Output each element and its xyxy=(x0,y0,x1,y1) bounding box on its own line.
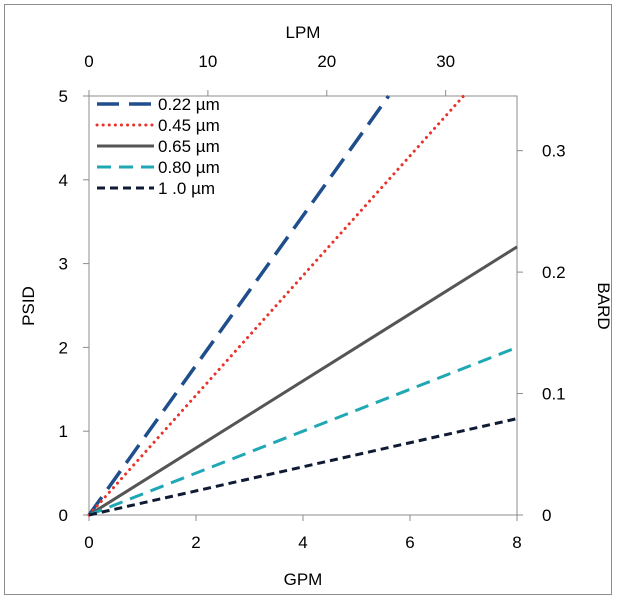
legend-label: 0.22 µm xyxy=(158,95,220,114)
legend-label: 0.65 µm xyxy=(158,137,220,156)
legend-label: 0.80 µm xyxy=(158,158,220,177)
x2-tick-label: 10 xyxy=(198,52,217,71)
x2-tick-label: 30 xyxy=(436,52,455,71)
x-tick-label: 2 xyxy=(191,533,200,552)
y2-tick-label: 0.1 xyxy=(542,385,566,404)
plot-area xyxy=(88,95,518,516)
y-tick-label: 5 xyxy=(59,87,68,106)
y-tick-label: 4 xyxy=(59,171,68,190)
series-line xyxy=(87,94,391,517)
y-tick-label: 1 xyxy=(59,422,68,441)
series-line xyxy=(88,346,518,517)
series-line xyxy=(88,245,518,517)
x2-axis-title: LPM xyxy=(286,23,321,42)
y2-tick-label: 0 xyxy=(542,506,551,525)
x2-tick-label: 0 xyxy=(84,52,93,71)
y2-tick-label: 0.2 xyxy=(542,263,566,282)
series-line xyxy=(88,417,518,517)
x-tick-label: 6 xyxy=(405,533,414,552)
y-tick-label: 2 xyxy=(59,338,68,357)
legend-label: 1 .0 µm xyxy=(158,179,215,198)
x-tick-label: 0 xyxy=(84,533,93,552)
x-tick-label: 8 xyxy=(512,533,521,552)
legend: 0.22 µm 0.45 µm 0.65 µm 0.80 µm 1 .0 µm xyxy=(95,95,220,198)
series-layer xyxy=(87,94,518,517)
x-axis-title: GPM xyxy=(284,570,323,589)
y-axis-title: PSID xyxy=(19,286,38,326)
plot-border xyxy=(88,95,518,516)
series-line xyxy=(87,94,465,517)
legend-label: 0.45 µm xyxy=(158,116,220,135)
y2-tick-label: 0.3 xyxy=(542,142,566,161)
x-tick-label: 4 xyxy=(298,533,307,552)
x2-tick-label: 20 xyxy=(317,52,336,71)
y-tick-label: 0 xyxy=(59,506,68,525)
y2-axis-title: BARD xyxy=(594,282,613,329)
y-tick-label: 3 xyxy=(59,255,68,274)
